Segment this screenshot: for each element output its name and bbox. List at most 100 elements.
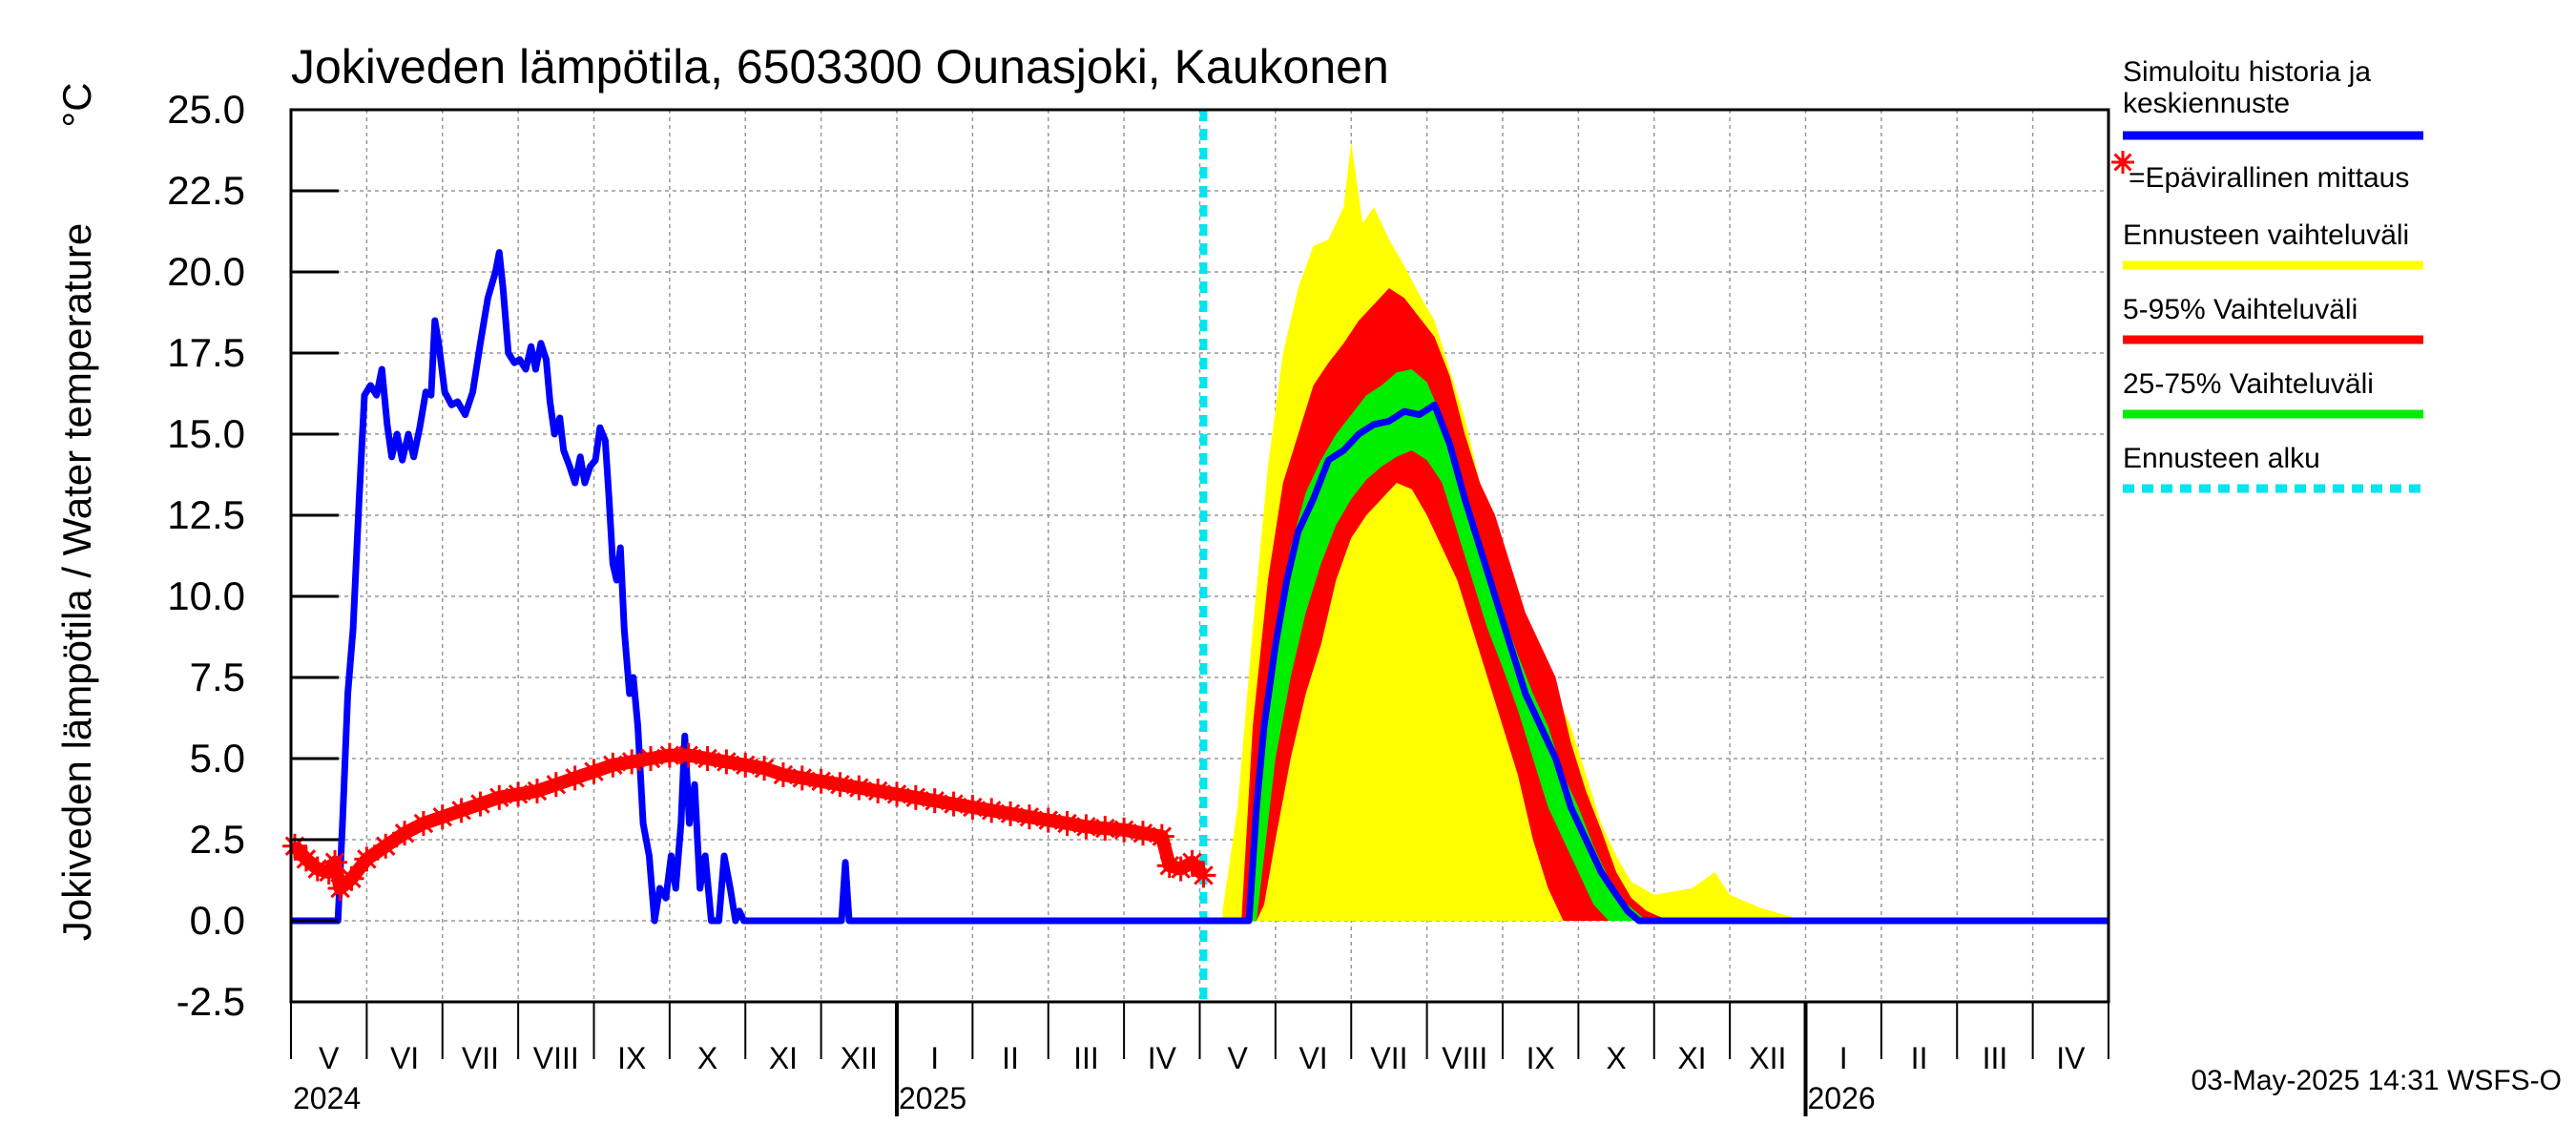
asterisk-stroke bbox=[413, 813, 434, 834]
measurement-point bbox=[487, 784, 512, 810]
asterisk-stroke bbox=[489, 787, 509, 808]
legend-label: keskiennuste bbox=[2123, 88, 2290, 119]
measurement-point bbox=[410, 811, 436, 836]
asterisk-stroke bbox=[867, 781, 888, 802]
asterisk-stroke bbox=[1132, 822, 1153, 843]
asterisk-stroke bbox=[697, 748, 717, 769]
asterisk-stroke bbox=[830, 774, 850, 795]
measurement-point bbox=[373, 833, 399, 859]
footer-timestamp: 03-May-2025 14:31 WSFS-O bbox=[2192, 1065, 2563, 1096]
x-month-label: VIII bbox=[533, 1041, 579, 1075]
y-tick-label: 0.0 bbox=[190, 898, 245, 943]
asterisk-stroke bbox=[603, 755, 623, 776]
y-tick-label: 2.5 bbox=[190, 817, 245, 862]
asterisk-stroke bbox=[1113, 820, 1134, 841]
asterisk-stroke bbox=[924, 790, 945, 811]
measurement-point bbox=[714, 749, 739, 775]
asterisk-stroke bbox=[1019, 806, 1040, 827]
measurement-markers bbox=[281, 742, 1216, 901]
asterisk-stroke bbox=[470, 794, 490, 814]
measurement-point bbox=[695, 746, 720, 771]
measurement-point bbox=[1111, 817, 1137, 843]
measurement-point bbox=[322, 849, 348, 875]
measurement-point bbox=[808, 768, 834, 794]
asterisk-stroke bbox=[773, 764, 794, 785]
y-tick-label: 10.0 bbox=[167, 573, 245, 618]
asterisk-stroke bbox=[886, 784, 907, 804]
measurement-point bbox=[293, 846, 319, 872]
x-month-label: IX bbox=[617, 1041, 646, 1075]
y-tick-label: 12.5 bbox=[167, 492, 245, 537]
legend-label: 5-95% Vaihteluväli bbox=[2123, 294, 2358, 325]
measurement-point bbox=[752, 756, 778, 781]
measurement-point bbox=[562, 765, 588, 791]
asterisk-stroke bbox=[546, 774, 567, 795]
measurement-point bbox=[1191, 863, 1216, 888]
asterisk-stroke bbox=[1159, 855, 1180, 876]
measurement-point bbox=[1092, 816, 1118, 842]
x-month-label: III bbox=[1073, 1041, 1099, 1075]
legend-label: Simuloitu historia ja bbox=[2123, 56, 2371, 88]
y-tick-label: 5.0 bbox=[190, 736, 245, 781]
measurement-point bbox=[770, 762, 796, 787]
asterisk-stroke bbox=[640, 748, 661, 769]
measurement-point bbox=[638, 746, 664, 771]
measurement-point bbox=[998, 801, 1024, 826]
measurement-point bbox=[316, 860, 342, 885]
x-month-label: I bbox=[1839, 1041, 1848, 1075]
measurement-point bbox=[922, 788, 947, 814]
measurement-point bbox=[865, 779, 891, 803]
x-month-label: XII bbox=[1749, 1041, 1786, 1075]
asterisk-stroke bbox=[811, 771, 831, 792]
asterisk-stroke bbox=[1182, 852, 1202, 873]
asterisk-stroke bbox=[792, 768, 813, 788]
measurement-point bbox=[884, 781, 909, 807]
asterisk-stroke bbox=[963, 797, 983, 818]
measurement-point bbox=[903, 784, 928, 810]
measurement-point bbox=[600, 752, 626, 778]
measurement-point bbox=[960, 795, 986, 820]
measurement-point bbox=[467, 791, 493, 817]
legend-label: Ennusteen vaihteluväli bbox=[2123, 219, 2409, 251]
legend-asterisk bbox=[2113, 153, 2132, 172]
asterisk-stroke bbox=[584, 761, 604, 781]
asterisk-stroke bbox=[1038, 810, 1059, 830]
legend-label: 25-75% Vaihteluväli bbox=[2123, 368, 2374, 400]
x-month-label: XI bbox=[1677, 1041, 1706, 1075]
x-month-label: III bbox=[1983, 1041, 2008, 1075]
asterisk-stroke bbox=[508, 784, 529, 804]
asterisk-stroke bbox=[659, 745, 680, 765]
measurement-point bbox=[1156, 853, 1182, 879]
measurement-point bbox=[1054, 811, 1080, 836]
chart-title: Jokiveden lämpötila, 6503300 Ounasjoki, … bbox=[291, 40, 1389, 94]
asterisk-stroke bbox=[1152, 826, 1173, 846]
x-year-label: 2024 bbox=[293, 1081, 361, 1115]
asterisk-stroke bbox=[621, 752, 642, 772]
measurement-point bbox=[1035, 807, 1061, 833]
measurement-point bbox=[506, 781, 531, 807]
asterisk-stroke bbox=[849, 778, 869, 798]
x-year-label: 2026 bbox=[1808, 1081, 1876, 1115]
asterisk-stroke bbox=[432, 806, 453, 827]
asterisk-stroke bbox=[565, 768, 585, 788]
x-month-label: V bbox=[1228, 1041, 1249, 1075]
x-month-label: II bbox=[1911, 1041, 1928, 1075]
x-axis: V VI VII VIII IX X XI XII I II III IV V VI VII VIII IX X X… bbox=[290, 1002, 2109, 1116]
asterisk-stroke bbox=[905, 787, 926, 808]
asterisk-stroke bbox=[1076, 817, 1096, 837]
measurement-point bbox=[543, 772, 569, 798]
asterisk-stroke bbox=[1194, 865, 1214, 885]
x-month-label: IV bbox=[1148, 1041, 1177, 1075]
measurement-point bbox=[339, 865, 364, 891]
asterisk-stroke bbox=[717, 752, 737, 772]
x-month-label: VII bbox=[1370, 1041, 1407, 1075]
measurement-point bbox=[733, 752, 758, 778]
measurement-point bbox=[675, 742, 701, 768]
asterisk-stroke bbox=[324, 852, 345, 873]
y-tick-label: 25.0 bbox=[167, 87, 245, 132]
asterisk-stroke bbox=[375, 836, 396, 857]
asterisk-stroke bbox=[451, 801, 471, 821]
y-tick-label: 22.5 bbox=[167, 168, 245, 213]
